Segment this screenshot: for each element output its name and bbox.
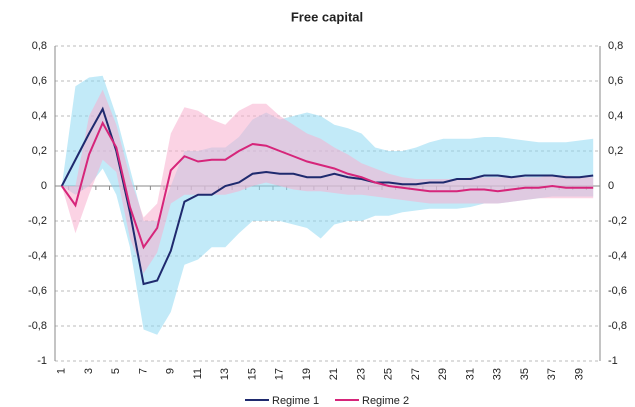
y-tick-label: -0,2: [28, 215, 47, 227]
x-tick-label: 27: [410, 368, 422, 380]
y-tick-label: 0: [41, 180, 47, 192]
y-tick-label: -1: [37, 355, 47, 367]
y2-tick-label: -0,8: [608, 320, 627, 332]
y-tick-label: -0,8: [28, 320, 47, 332]
y-tick-label: -0,4: [28, 250, 47, 262]
y2-tick-label: 0,2: [608, 145, 623, 157]
legend-label: Regime 2: [362, 395, 409, 407]
x-tick-label: 35: [519, 368, 531, 380]
y2-tick-label: 0,4: [608, 110, 623, 122]
chart-title: Free capital: [291, 9, 363, 24]
y2-tick-label: -1: [608, 355, 618, 367]
x-tick-label: 5: [110, 368, 122, 374]
y2-tick-label: 0: [608, 180, 614, 192]
x-tick-label: 29: [437, 368, 449, 380]
x-tick-label: 37: [546, 368, 558, 380]
y-tick-label: 0,8: [32, 40, 47, 52]
confidence-band: [61, 75, 594, 335]
confidence-band: [61, 89, 594, 274]
x-tick-label: 1: [56, 368, 68, 374]
series-line: [60, 106, 594, 286]
y-tick-label: 0,4: [32, 110, 47, 122]
x-tick-label: 11: [192, 368, 204, 379]
x-tick-label: 9: [165, 368, 177, 374]
y-tick-label: -0,6: [28, 285, 47, 297]
x-tick-label: 25: [383, 368, 395, 380]
x-tick-label: 23: [355, 368, 367, 380]
y2-tick-label: 0,6: [608, 75, 623, 87]
y2-tick-label: -0,4: [608, 250, 627, 262]
x-tick-label: 21: [328, 368, 340, 380]
x-tick-label: 7: [137, 368, 149, 374]
x-tick-label: 39: [573, 368, 585, 380]
y-tick-label: 0,6: [32, 75, 47, 87]
y2-tick-label: -0,2: [608, 215, 627, 227]
x-tick-label: 3: [83, 368, 95, 374]
y2-tick-label: -0,6: [608, 285, 627, 297]
legend-label: Regime 1: [272, 395, 319, 407]
y-tick-label: 0,2: [32, 145, 47, 157]
y2-tick-label: 0,8: [608, 40, 623, 52]
x-tick-label: 31: [464, 368, 476, 380]
x-tick-label: 13: [219, 368, 231, 380]
x-tick-label: 33: [492, 368, 504, 380]
x-tick-label: 17: [274, 368, 286, 380]
series-line: [60, 120, 594, 250]
x-tick-label: 19: [301, 368, 313, 380]
x-tick-label: 15: [246, 368, 258, 380]
